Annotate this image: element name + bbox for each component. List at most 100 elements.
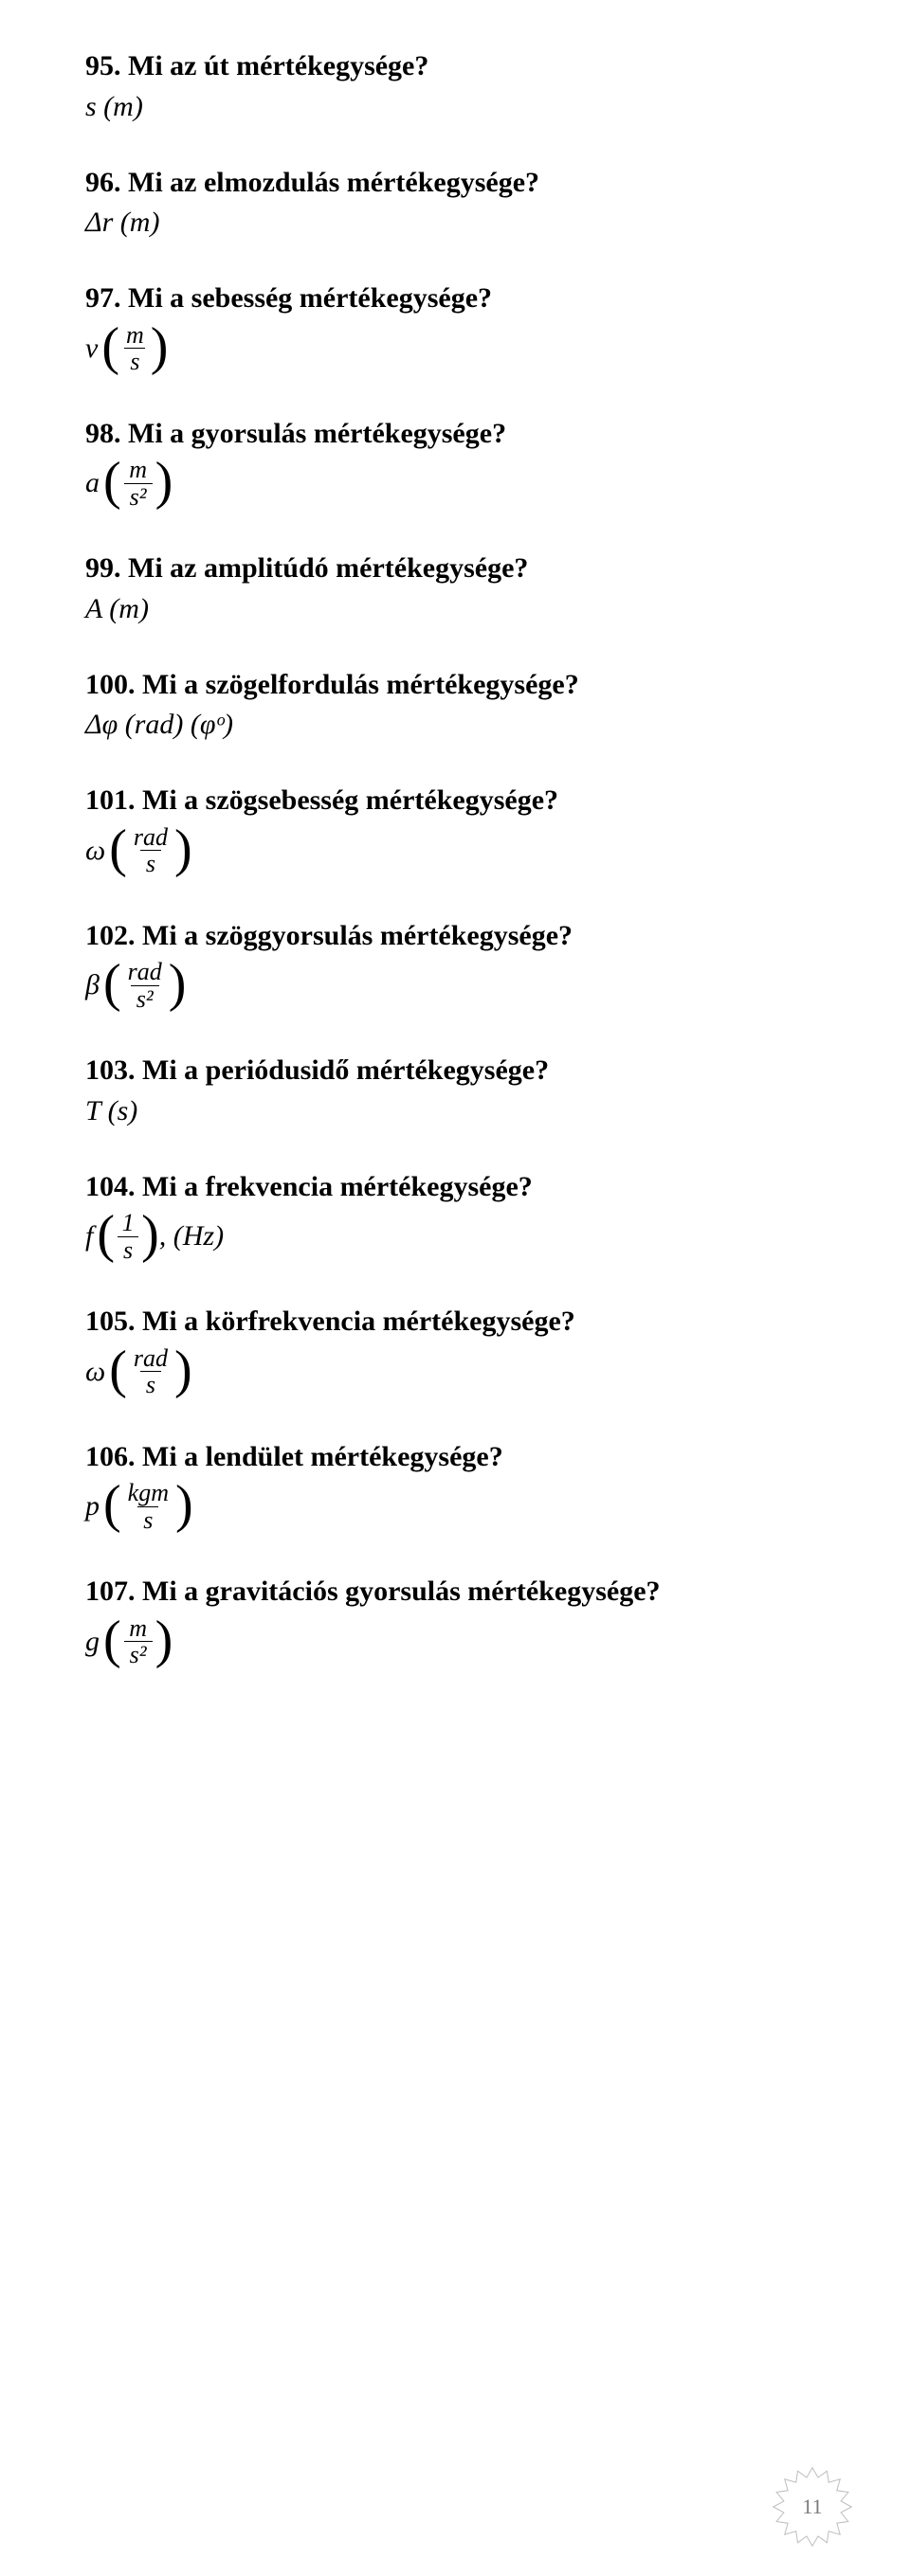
left-paren: ( (103, 455, 121, 508)
fraction-numerator: rad (130, 824, 172, 850)
question-text: 95. Mi az út mértékegysége? (85, 47, 825, 86)
qa-item: 104. Mi a frekvencia mértékegysége?f(1s)… (85, 1168, 825, 1264)
answer-text: v(ms) (85, 322, 825, 375)
question-text: 101. Mi a szögsebesség mértékegysége? (85, 782, 825, 820)
right-paren: ) (174, 822, 192, 875)
question-text: 99. Mi az amplitúdó mértékegysége? (85, 549, 825, 588)
fraction: kgms (124, 1480, 173, 1533)
right-paren: ) (155, 1613, 173, 1666)
fraction: ms² (124, 457, 153, 510)
qa-item: 95. Mi az út mértékegysége? s (m) (85, 47, 825, 124)
answer-text: A (m) (85, 592, 825, 626)
fraction: rads² (124, 959, 166, 1012)
right-paren: ) (169, 957, 187, 1010)
qa-item: 106. Mi a lendület mértékegysége?p(kgms) (85, 1438, 825, 1534)
qa-item: 99. Mi az amplitúdó mértékegysége? A (m) (85, 549, 825, 626)
qa-item: 103. Mi a periódusidő mértékegysége? T (s… (85, 1052, 825, 1128)
fraction-numerator: kgm (124, 1480, 173, 1505)
fraction-numerator: m (122, 322, 148, 348)
fraction-denominator: s (137, 1506, 158, 1533)
right-paren: ) (174, 1343, 192, 1396)
big-paren: (ms²) (103, 457, 173, 510)
fraction-denominator: s² (131, 985, 159, 1012)
answer-expression: Δr (m) (85, 207, 159, 238)
qa-item: 107. Mi a gravitációs gyorsulás mértékeg… (85, 1573, 825, 1668)
big-paren: (ms) (101, 322, 168, 375)
answer-expression: T (s) (85, 1095, 137, 1126)
question-text: 103. Mi a periódusidő mértékegysége? (85, 1052, 825, 1090)
question-text: 97. Mi a sebesség mértékegysége? (85, 279, 825, 318)
answer-lead-symbol: ω (85, 834, 105, 868)
question-text: 107. Mi a gravitációs gyorsulás mértékeg… (85, 1573, 825, 1612)
right-paren: ) (141, 1208, 159, 1261)
fraction: rads (130, 824, 172, 877)
left-paren: ( (101, 320, 119, 373)
fraction-numerator: m (125, 1615, 151, 1641)
qa-item: 97. Mi a sebesség mértékegysége? v(ms) (85, 279, 825, 375)
left-paren: ( (103, 957, 121, 1010)
fraction-denominator: s (140, 850, 161, 876)
page-number: 11 (772, 2466, 853, 2548)
question-text: 98. Mi a gyorsulás mértékegysége? (85, 415, 825, 454)
answer-text: f(1s), (Hz) (85, 1210, 825, 1263)
qa-item: 98. Mi a gyorsulás mértékegysége?a(ms²) (85, 415, 825, 511)
question-text: 106. Mi a lendület mértékegysége? (85, 1438, 825, 1477)
question-text: 105. Mi a körfrekvencia mértékegysége? (85, 1303, 825, 1342)
qa-item: 102. Mi a szöggyorsulás mértékegysége?β(… (85, 917, 825, 1013)
fraction-denominator: s² (124, 483, 153, 510)
question-text: 100. Mi a szögelfordulás mértékegysége? (85, 666, 825, 705)
big-paren: (1s) (97, 1210, 158, 1263)
answer-expression: A (m) (85, 593, 149, 624)
answer-text: Δφ (rad) (φᵒ) (85, 708, 825, 742)
answer-text: p(kgms) (85, 1480, 825, 1533)
fraction: rads (130, 1345, 172, 1398)
fraction-numerator: rad (124, 959, 166, 984)
big-paren: (ms²) (103, 1615, 173, 1668)
answer-text: ω(rads) (85, 824, 825, 877)
fraction-denominator: s (124, 348, 145, 374)
answer-lead-symbol: v (85, 332, 98, 366)
answer-lead-symbol: g (85, 1625, 100, 1659)
qa-item: 100. Mi a szögelfordulás mértékegysége?Δ… (85, 666, 825, 743)
big-paren: (rads) (109, 1345, 191, 1398)
fraction: ms² (124, 1615, 153, 1668)
answer-text: g(ms²) (85, 1615, 825, 1668)
answer-lead-symbol: p (85, 1489, 100, 1523)
answer-tail: , (Hz) (159, 1220, 224, 1252)
qa-item: 105. Mi a körfrekvencia mértékegysége?ω(… (85, 1303, 825, 1398)
answer-text: T (s) (85, 1094, 825, 1128)
answer-text: β(rads²) (85, 959, 825, 1012)
fraction: 1s (118, 1210, 138, 1263)
answer-text: a(ms²) (85, 457, 825, 510)
big-paren: (rads) (109, 824, 191, 877)
fraction-numerator: 1 (118, 1210, 138, 1235)
fraction-numerator: m (125, 457, 151, 482)
page: 95. Mi az út mértékegysége?s (m)96. Mi a… (0, 0, 910, 2576)
answer-lead-symbol: β (85, 968, 100, 1002)
left-paren: ( (103, 1613, 121, 1666)
page-number-burst: 11 (772, 2466, 853, 2548)
answer-lead-symbol: ω (85, 1355, 105, 1389)
answer-lead-symbol: a (85, 466, 100, 500)
qa-list: 95. Mi az út mértékegysége?s (m)96. Mi a… (85, 47, 825, 1668)
left-paren: ( (103, 1478, 121, 1531)
question-text: 102. Mi a szöggyorsulás mértékegysége? (85, 917, 825, 956)
fraction-denominator: s² (124, 1641, 153, 1667)
fraction: ms (122, 322, 148, 375)
right-paren: ) (155, 455, 173, 508)
left-paren: ( (109, 822, 127, 875)
right-paren: ) (151, 320, 169, 373)
big-paren: (kgms) (103, 1480, 193, 1533)
fraction-numerator: rad (130, 1345, 172, 1371)
question-text: 96. Mi az elmozdulás mértékegysége? (85, 164, 825, 203)
qa-item: 96. Mi az elmozdulás mértékegysége? Δr (m… (85, 164, 825, 241)
fraction-denominator: s (140, 1371, 161, 1397)
answer-lead-symbol: f (85, 1219, 93, 1253)
left-paren: ( (109, 1343, 127, 1396)
right-paren: ) (175, 1478, 193, 1531)
fraction-denominator: s (118, 1236, 138, 1263)
answer-text: s (m) (85, 90, 825, 124)
question-text: 104. Mi a frekvencia mértékegysége? (85, 1168, 825, 1207)
answer-text: ω(rads) (85, 1345, 825, 1398)
big-paren: (rads²) (103, 959, 186, 1012)
